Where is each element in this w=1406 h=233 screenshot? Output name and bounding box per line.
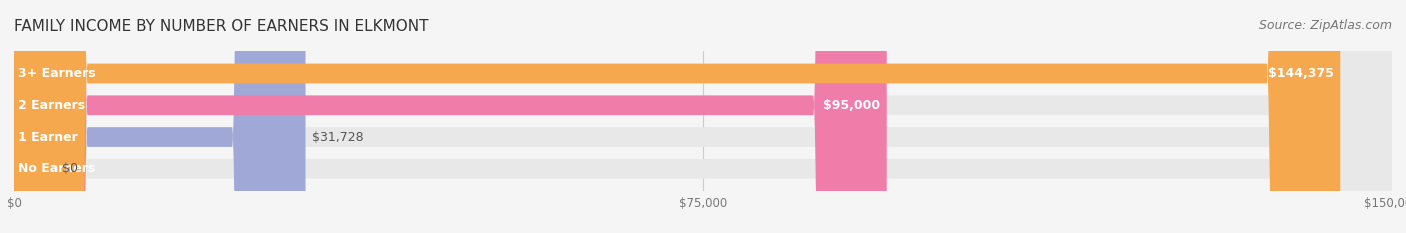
Text: 3+ Earners: 3+ Earners [18, 67, 96, 80]
Text: $144,375: $144,375 [1267, 67, 1333, 80]
FancyBboxPatch shape [14, 0, 305, 233]
Text: $0: $0 [62, 162, 79, 175]
FancyBboxPatch shape [14, 0, 1392, 233]
Text: FAMILY INCOME BY NUMBER OF EARNERS IN ELKMONT: FAMILY INCOME BY NUMBER OF EARNERS IN EL… [14, 19, 429, 34]
Text: 2 Earners: 2 Earners [18, 99, 86, 112]
FancyBboxPatch shape [14, 0, 1340, 233]
FancyBboxPatch shape [14, 0, 1392, 233]
Text: Source: ZipAtlas.com: Source: ZipAtlas.com [1258, 19, 1392, 32]
FancyBboxPatch shape [14, 0, 48, 233]
FancyBboxPatch shape [14, 0, 887, 233]
Text: 1 Earner: 1 Earner [18, 130, 77, 144]
Text: $31,728: $31,728 [312, 130, 364, 144]
Text: $95,000: $95,000 [823, 99, 880, 112]
FancyBboxPatch shape [14, 0, 1392, 233]
Text: No Earners: No Earners [18, 162, 96, 175]
FancyBboxPatch shape [14, 0, 1392, 233]
